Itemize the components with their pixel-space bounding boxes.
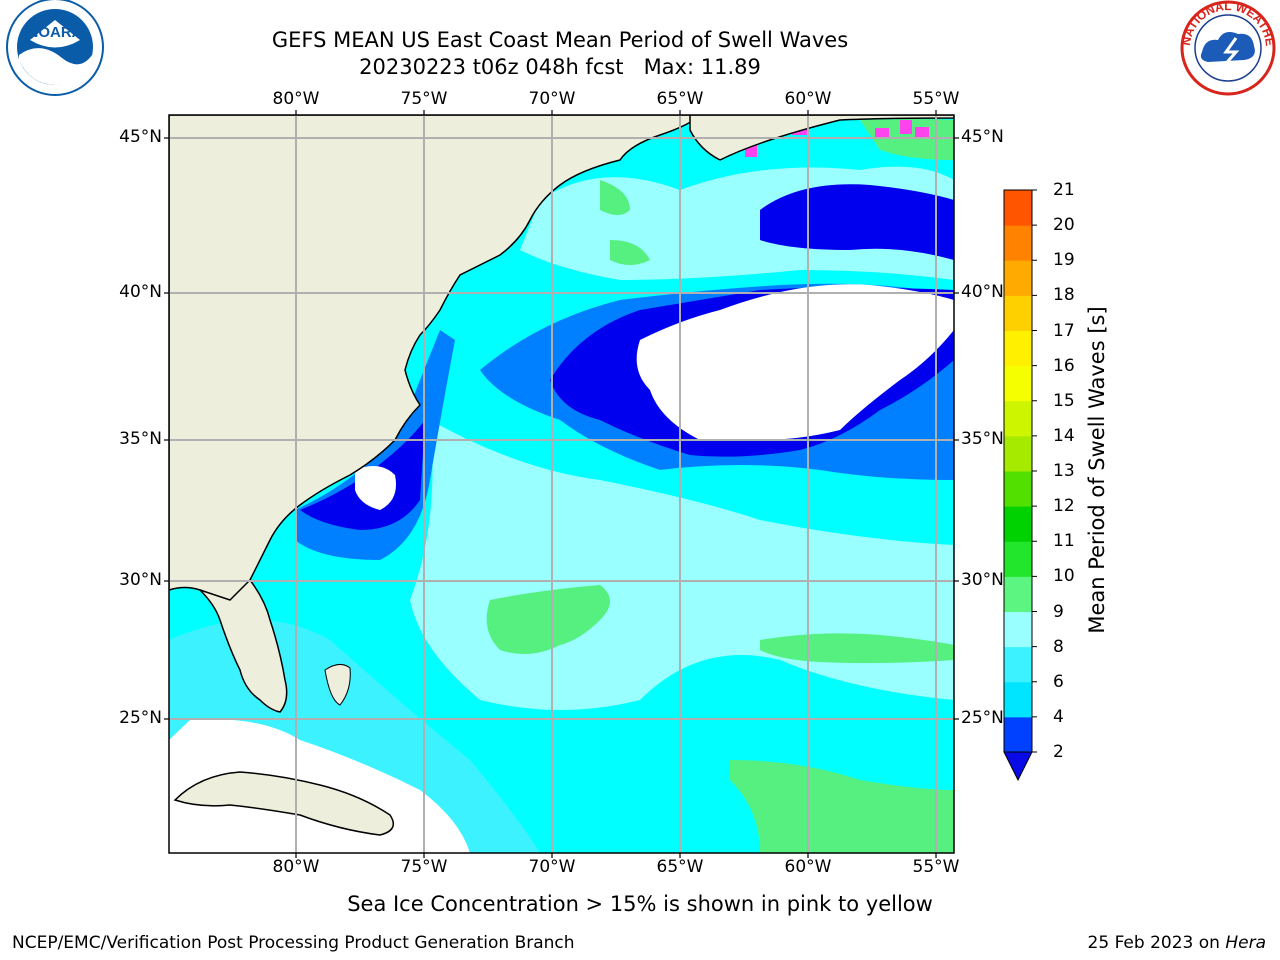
colorbar-swatch xyxy=(1004,716,1032,753)
lon-tick-bottom: 75°W xyxy=(400,857,448,877)
colorbar-swatch xyxy=(1004,330,1032,367)
colorbar-label: Mean Period of Swell Waves [s] xyxy=(1085,306,1109,634)
lon-tick-top: 60°W xyxy=(784,89,832,109)
footer-date: 25 Feb 2023 on Hera xyxy=(1088,932,1266,954)
footer-date-text: 25 Feb 2023 on xyxy=(1087,933,1226,953)
lon-tick-bottom: 60°W xyxy=(784,857,832,877)
colorbar-swatch xyxy=(1004,400,1032,437)
colorbar-tick-label: 19 xyxy=(1053,250,1075,271)
footer-credit: NCEP/EMC/Verification Post Processing Pr… xyxy=(12,933,575,953)
colorbar-tick-label: 14 xyxy=(1053,425,1075,446)
lat-tick-right: 35°N xyxy=(961,429,1004,449)
colorbar-swatch xyxy=(1004,611,1032,648)
chart-title: GEFS MEAN US East Coast Mean Period of S… xyxy=(271,28,849,52)
colorbar-tick-label: 10 xyxy=(1053,566,1075,587)
graticule xyxy=(169,115,954,853)
lat-tick-left: 45°N xyxy=(119,127,162,147)
colorbar-tick-label: 17 xyxy=(1053,320,1075,341)
lat-tick-right: 40°N xyxy=(961,282,1004,302)
axis-tick-marks xyxy=(164,110,959,858)
colorbar-tick-label: 8 xyxy=(1053,636,1064,657)
colorbar-swatch xyxy=(1004,541,1032,577)
colorbar-tick-label: 4 xyxy=(1053,706,1064,727)
colorbar-tick-label: 9 xyxy=(1053,601,1064,622)
colorbar-tick-label: 13 xyxy=(1053,461,1075,481)
colorbar-swatch xyxy=(1004,260,1032,296)
sea-ice-note: Sea Ice Concentration > 15% is shown in … xyxy=(347,892,933,916)
colorbar xyxy=(1003,189,1037,782)
footer-machine: Hera xyxy=(1225,933,1266,953)
lon-tick-top: 75°W xyxy=(400,89,448,109)
colorbar-swatch xyxy=(1004,225,1032,261)
lon-tick-bottom: 55°W xyxy=(912,857,960,877)
lat-tick-right: 25°N xyxy=(961,708,1004,728)
colorbar-tick-label: 21 xyxy=(1053,180,1075,200)
lon-tick-bottom: 65°W xyxy=(656,857,704,877)
lat-tick-left: 35°N xyxy=(119,429,162,449)
contour-9-10s-a xyxy=(486,585,610,654)
colorbar-swatch xyxy=(1004,681,1032,718)
map-area xyxy=(169,115,954,853)
colorbar-tick-label: 18 xyxy=(1053,285,1075,306)
florida xyxy=(199,578,288,713)
lon-tick-top: 65°W xyxy=(656,89,704,109)
colorbar-tick-label: 20 xyxy=(1053,215,1075,236)
chart-subtitle: 20230223 t06z 048h fcst Max: 11.89 xyxy=(359,55,761,79)
colorbar-swatch xyxy=(1004,435,1032,472)
colorbar-tick-label: 11 xyxy=(1053,531,1075,552)
lon-tick-top: 70°W xyxy=(528,89,576,109)
map-border xyxy=(168,114,955,854)
noaa-logo-text: NOARA xyxy=(28,24,83,41)
lat-tick-right: 45°N xyxy=(961,127,1004,147)
colorbar-tick-label: 12 xyxy=(1053,496,1075,517)
colorbar-extend-arrow xyxy=(1003,751,1033,782)
contour-9-10s-c xyxy=(730,760,954,853)
colorbar-swatch xyxy=(1004,190,1032,226)
nova-scotia xyxy=(689,115,954,161)
no-swell-cape xyxy=(355,466,396,510)
lat-tick-left: 40°N xyxy=(119,282,162,302)
bahamas xyxy=(324,664,351,706)
colorbar-tick-label: 16 xyxy=(1053,355,1075,376)
colorbar-swatch xyxy=(1004,576,1032,612)
colorbar-swatch xyxy=(1004,295,1032,331)
colorbar-swatch xyxy=(1004,471,1032,507)
contour-2-4s-sc xyxy=(300,420,425,530)
lat-tick-left: 30°N xyxy=(119,570,162,590)
colorbar-swatch xyxy=(1004,506,1032,542)
lat-tick-right: 30°N xyxy=(961,570,1004,590)
lon-tick-bottom: 70°W xyxy=(528,857,576,877)
lon-tick-top: 55°W xyxy=(912,89,960,109)
colorbar-tick-label: 15 xyxy=(1053,390,1075,411)
cuba xyxy=(173,771,395,836)
lon-tick-top: 80°W xyxy=(272,89,320,109)
lon-tick-bottom: 80°W xyxy=(272,857,320,877)
colorbar-swatch xyxy=(1004,646,1032,683)
colorbar-tick-label: 2 xyxy=(1053,742,1064,762)
lat-tick-left: 25°N xyxy=(119,708,162,728)
colorbar-swatch xyxy=(1004,365,1032,402)
noaa-logo: NOARA xyxy=(6,0,104,96)
no-swell-region xyxy=(636,284,954,440)
colorbar-tick-label: 6 xyxy=(1053,671,1064,692)
contour-9-10s-d xyxy=(600,180,650,265)
